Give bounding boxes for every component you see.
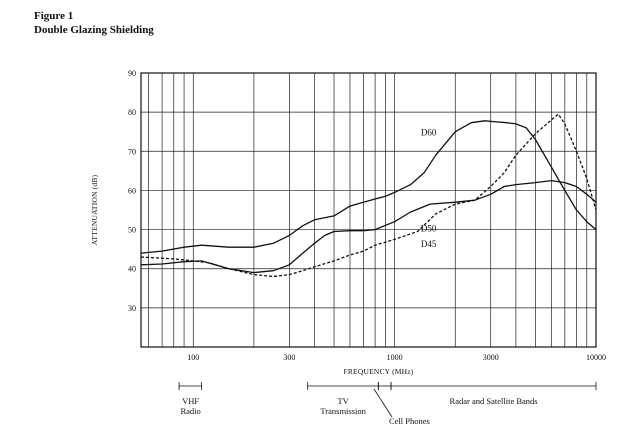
x-tick-label: 3000: [483, 353, 499, 362]
series-line-d45: [140, 113, 597, 278]
plot-frame: [140, 72, 597, 348]
series-line-d50: [140, 179, 597, 274]
band-label-radio: Radio: [180, 406, 200, 416]
y-tick-label: 40: [128, 265, 136, 274]
band-label-vhf: VHF: [182, 396, 199, 406]
x-tick-label: 10000: [586, 353, 606, 362]
y-tick-label: 80: [128, 108, 136, 117]
y-tick-label: 30: [128, 304, 136, 313]
band-label-radar: Radar and Satellite Bands: [450, 396, 538, 406]
ticks: 30 40 50 60 70 80 90 100 300 1000 3000 10000: [128, 69, 606, 362]
band-label-transmission: Transmission: [320, 406, 366, 416]
x-axis-title: FREQUENCY (MHz): [343, 367, 413, 376]
y-tick-label: 90: [128, 69, 136, 78]
series-label-d60: D60: [421, 128, 437, 138]
cell-phones-leader: [373, 388, 393, 418]
grid: [141, 72, 597, 347]
series-label-d45: D45: [421, 239, 437, 249]
band-label-cell-phones: Cell Phones: [389, 416, 430, 426]
y-tick-label: 70: [128, 147, 136, 156]
series-label-d50: D50: [421, 224, 437, 234]
x-tick-label: 1000: [387, 353, 403, 362]
y-axis-title: ATTENUATION (dB): [90, 174, 99, 245]
x-tick-label: 300: [283, 353, 295, 362]
x-tick-label: 100: [187, 353, 199, 362]
band-label-tv: TV: [337, 396, 349, 406]
y-tick-label: 60: [128, 186, 136, 195]
figure-title: Double Glazing Shielding: [34, 24, 154, 36]
y-tick-label: 50: [128, 226, 136, 235]
series: D60 D50 D45: [140, 113, 597, 278]
figure-label: Figure 1: [34, 10, 74, 22]
series-line-d60: [140, 120, 597, 254]
